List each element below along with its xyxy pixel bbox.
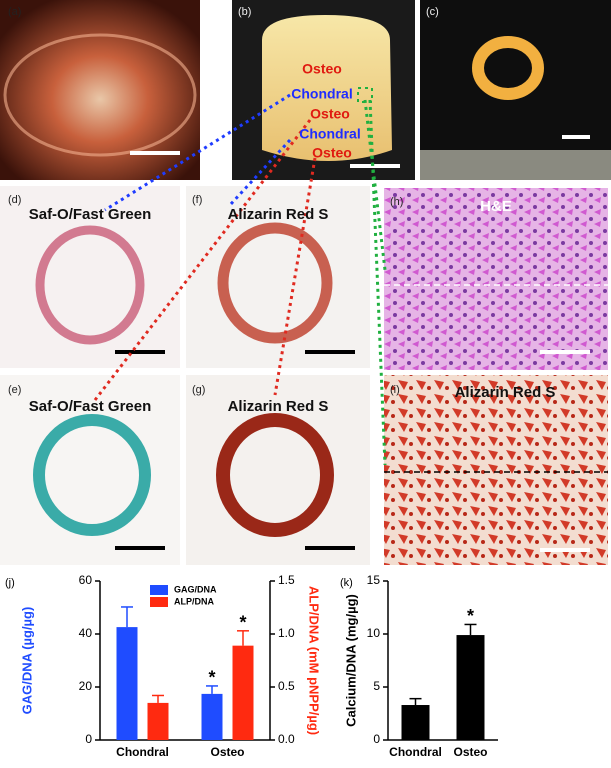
y-tick-label: 5 — [373, 679, 380, 693]
legend-label: GAG/DNA — [174, 584, 217, 594]
significance: * — [467, 606, 474, 626]
y-axis-label: Calcium/DNA (mg/µg) — [343, 594, 358, 727]
y-tick-label: 60 — [79, 573, 93, 587]
region-label: Chondral — [291, 86, 352, 102]
panel-label: (b) — [238, 6, 251, 18]
panel-title: Saf-O/Fast Green — [29, 398, 152, 415]
x-tick-label: Osteo — [210, 745, 244, 759]
photo-a — [0, 0, 200, 180]
y2-tick-label: 0.0 — [278, 732, 295, 746]
region-label: Chondral — [299, 126, 360, 142]
arrow — [104, 93, 291, 212]
construct — [262, 15, 392, 161]
y-tick-label: 0 — [373, 732, 380, 746]
y-tick-label: 20 — [79, 679, 93, 693]
region-label: Osteo — [310, 106, 350, 122]
bar — [116, 627, 138, 740]
y-tick-label: 40 — [79, 626, 93, 640]
y2-axis-label: ALP/DNA (mM pNPP/µg) — [307, 586, 322, 735]
ring — [33, 414, 151, 536]
significance: * — [239, 613, 246, 633]
legend-swatch — [150, 597, 168, 607]
y2-tick-label: 1.0 — [278, 626, 295, 640]
legend-label: ALP/DNA — [174, 596, 214, 606]
panel-label: (k) — [340, 577, 353, 589]
region-label: Osteo — [302, 61, 342, 77]
bar — [232, 645, 254, 740]
ring — [35, 225, 145, 345]
panel-label: (f) — [192, 194, 202, 206]
arrow — [368, 99, 387, 466]
y2-tick-label: 0.5 — [278, 679, 295, 693]
x-tick-label: Chondral — [389, 745, 442, 759]
bar — [147, 702, 169, 740]
image-panels — [0, 0, 611, 565]
bar — [201, 693, 223, 740]
ring — [216, 413, 334, 537]
ruler — [420, 150, 611, 180]
ring — [217, 222, 333, 344]
panel-label: (e) — [8, 384, 21, 396]
panel-label: (j) — [5, 577, 15, 589]
arrows — [93, 87, 387, 466]
y-tick-label: 15 — [367, 573, 381, 587]
panel-label: (h) — [390, 196, 403, 208]
panel-label: (c) — [426, 6, 439, 18]
x-tick-label: Osteo — [453, 745, 487, 759]
bar — [456, 635, 485, 740]
panel-label: (i) — [390, 384, 400, 396]
y-axis-label: GAG/DNA (µg/µg) — [19, 607, 34, 715]
arrow — [363, 99, 387, 271]
panel-title: Alizarin Red S — [228, 206, 329, 223]
ars-image — [384, 375, 608, 565]
legend-swatch — [150, 585, 168, 595]
dish — [3, 33, 197, 157]
he-image — [384, 188, 608, 370]
y-tick-label: 0 — [85, 732, 92, 746]
panel-title: Alizarin Red S — [228, 398, 329, 415]
panel-texts: (a) (b) (c) Osteo Chondral Osteo Chondra… — [8, 6, 555, 415]
panel-title: Saf-O/Fast Green — [29, 206, 152, 223]
panel-label: (d) — [8, 194, 21, 206]
arrow — [273, 157, 317, 396]
panel-title: Alizarin Red S — [455, 384, 556, 401]
x-tick-label: Chondral — [116, 745, 169, 759]
significance: * — [208, 668, 215, 688]
panel-label: (a) — [8, 6, 21, 18]
ring — [472, 36, 544, 100]
region-box — [357, 87, 373, 103]
region-label: Osteo — [312, 145, 352, 161]
arrow — [228, 138, 292, 207]
panel-title: H&E — [480, 198, 512, 215]
y-tick-label: 10 — [367, 626, 381, 640]
y2-tick-label: 1.5 — [278, 573, 295, 587]
bar — [401, 705, 430, 740]
arrow — [93, 119, 312, 401]
panel-label: (g) — [192, 384, 205, 396]
